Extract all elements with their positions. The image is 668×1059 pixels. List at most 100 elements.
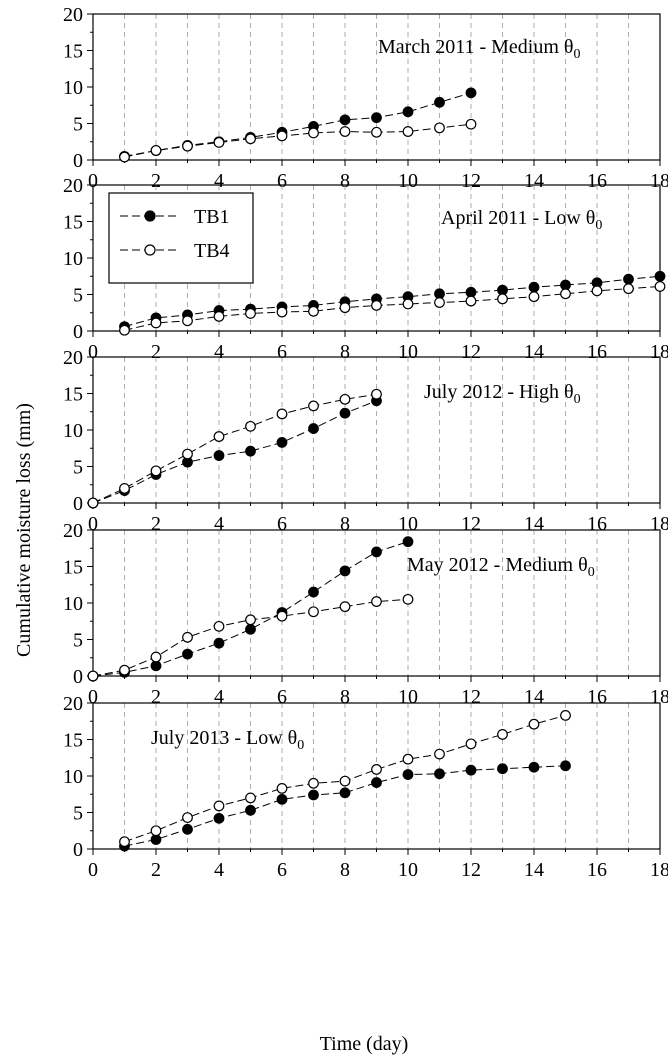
legend-marker <box>144 210 156 222</box>
x-tick-label: 10 <box>398 170 418 192</box>
data-point-tb4 <box>371 764 382 775</box>
data-point-tb4 <box>402 298 414 310</box>
x-tick-label: 18 <box>650 513 668 535</box>
data-point-tb4 <box>87 497 99 509</box>
x-tick-label: 18 <box>650 170 668 192</box>
y-tick-label: 15 <box>63 212 83 234</box>
data-point-tb4 <box>276 610 288 622</box>
data-point-tb4 <box>308 777 319 789</box>
data-point-tb4 <box>245 133 256 145</box>
data-point-tb4 <box>402 753 414 765</box>
series-line-tb1 <box>124 275 661 328</box>
x-tick-label: 6 <box>277 859 287 881</box>
y-tick-label: 20 <box>63 520 83 542</box>
x-tick-label: 6 <box>277 170 287 192</box>
data-point-tb4 <box>339 126 351 137</box>
data-point-tb4 <box>182 140 193 152</box>
y-tick-label: 10 <box>63 77 83 99</box>
data-point-tb4 <box>213 137 225 148</box>
data-point-tb1 <box>371 112 382 124</box>
data-point-tb4 <box>528 718 540 730</box>
panel-title: July 2012 - High θ0 <box>424 381 581 407</box>
data-point-tb4 <box>339 393 351 405</box>
data-point-tb1 <box>654 270 666 282</box>
data-point-tb4 <box>150 651 162 663</box>
panel-1: 0 2 4 6 8 10 12 14 16 18 0 5 10 15 20 March 2011 - Medi… <box>63 4 668 192</box>
data-point-tb4 <box>119 151 130 163</box>
x-tick-label: 0 <box>88 170 98 192</box>
data-point-tb4 <box>276 783 288 794</box>
x-axis-title: Time (day) <box>320 1033 409 1055</box>
data-point-tb4 <box>591 285 603 297</box>
data-point-tb4 <box>497 293 508 305</box>
data-point-tb4 <box>213 800 225 812</box>
data-point-tb1 <box>528 281 540 293</box>
data-point-tb1 <box>339 114 351 126</box>
x-tick-label: 10 <box>398 859 418 881</box>
data-point-tb4 <box>150 317 162 329</box>
x-tick-label: 18 <box>650 686 668 708</box>
y-tick-label: 0 <box>73 493 83 515</box>
data-point-tb4 <box>434 122 445 134</box>
data-point-tb1 <box>339 565 351 577</box>
y-tick-label: 15 <box>63 557 83 579</box>
y-tick-label: 5 <box>73 285 83 307</box>
legend-box <box>108 192 254 284</box>
data-point-tb4 <box>371 300 382 311</box>
x-tick-label: 4 <box>214 513 224 535</box>
x-tick-label: 14 <box>524 859 544 881</box>
data-point-tb4 <box>371 388 382 400</box>
y-axis-title: Cumulative moisture loss (mm) <box>13 403 35 657</box>
legend-marker <box>144 244 156 256</box>
data-point-tb1 <box>245 445 256 457</box>
data-point-tb4 <box>119 836 130 848</box>
data-point-tb4 <box>119 664 130 676</box>
x-tick-label: 4 <box>214 686 224 708</box>
data-point-tb4 <box>371 596 382 607</box>
panel-title: July 2013 - Low θ0 <box>151 727 304 753</box>
data-point-tb4 <box>308 305 319 317</box>
data-point-tb4 <box>182 631 193 643</box>
data-point-tb1 <box>182 823 193 835</box>
y-tick-label: 20 <box>63 4 83 26</box>
data-point-tb4 <box>371 126 382 138</box>
data-point-tb4 <box>182 448 193 460</box>
data-point-tb1 <box>434 768 445 780</box>
x-tick-label: 0 <box>88 341 98 363</box>
x-tick-label: 8 <box>340 513 350 535</box>
series-line-tb1 <box>124 92 472 157</box>
y-tick-label: 0 <box>73 321 83 343</box>
series-line-tb4 <box>92 393 377 504</box>
x-tick-label: 0 <box>88 686 98 708</box>
x-tick-label: 6 <box>277 513 287 535</box>
data-point-tb1 <box>308 586 319 598</box>
data-point-tb1 <box>402 106 414 118</box>
x-tick-label: 2 <box>151 170 161 192</box>
panel-title: April 2011 - Low θ0 <box>441 207 602 233</box>
x-tick-label: 8 <box>340 686 350 708</box>
data-point-tb4 <box>213 311 225 322</box>
data-point-tb1 <box>213 812 225 824</box>
x-tick-label: 12 <box>461 170 481 192</box>
x-tick-label: 16 <box>587 859 607 881</box>
x-tick-label: 4 <box>214 859 224 881</box>
data-point-tb4 <box>308 127 319 139</box>
data-point-tb1 <box>371 777 382 788</box>
data-point-tb1 <box>182 648 193 660</box>
data-point-tb4 <box>623 283 634 295</box>
x-tick-label: 0 <box>88 859 98 881</box>
x-tick-label: 4 <box>214 170 224 192</box>
data-point-tb4 <box>528 291 540 303</box>
x-tick-label: 2 <box>151 686 161 708</box>
y-tick-label: 15 <box>63 384 83 406</box>
data-point-tb4 <box>150 825 162 837</box>
y-tick-label: 20 <box>63 175 83 197</box>
data-point-tb4 <box>339 775 351 787</box>
data-point-tb4 <box>182 315 193 327</box>
x-tick-label: 12 <box>461 859 481 881</box>
data-point-tb4 <box>434 297 445 308</box>
